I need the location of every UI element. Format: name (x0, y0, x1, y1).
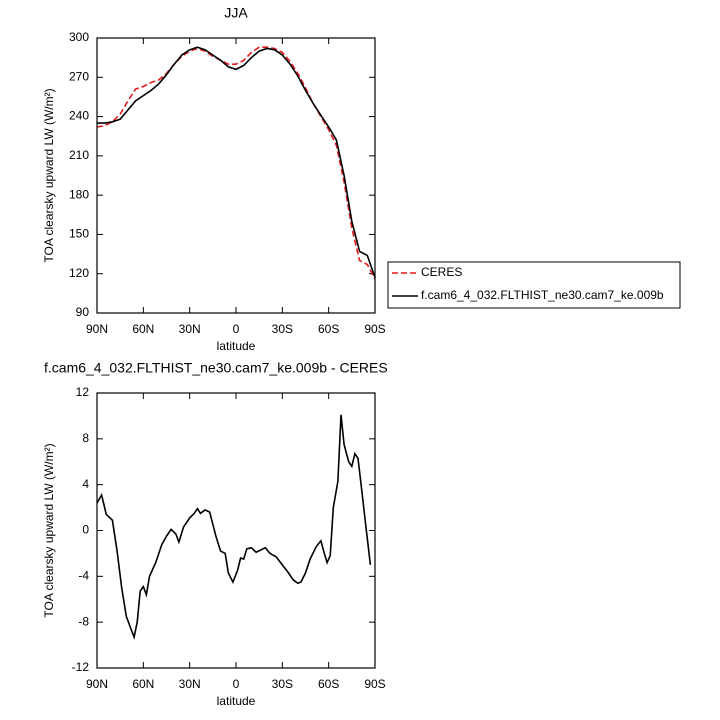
x-tick-label: 90S (364, 322, 385, 336)
x-axis-label: latitude (217, 694, 256, 708)
x-tick-label: 90S (364, 677, 385, 691)
data-line (97, 46, 376, 278)
y-tick-label: -4 (78, 569, 89, 583)
legend-label: f.cam6_4_032.FLTHIST_ne30.cam7_ke.009b (421, 288, 664, 302)
plot-frame (96, 37, 376, 314)
x-axis-label: latitude (217, 339, 256, 353)
chart-title: JJA (224, 5, 248, 21)
x-tick-label: 30N (179, 322, 201, 336)
y-tick-label: -8 (78, 614, 89, 628)
x-tick-label: 60N (132, 322, 154, 336)
legend-label: CERES (421, 265, 462, 279)
data-line (96, 46, 376, 280)
x-tick-label: 30S (272, 677, 293, 691)
y-tick-label: 12 (76, 385, 90, 399)
y-tick-label: 120 (69, 266, 89, 280)
y-axis-label: TOA clearsky upward LW (W/m²) (42, 88, 56, 262)
x-tick-label: 90N (86, 677, 108, 691)
y-tick-label: 300 (69, 30, 89, 44)
legend-box (387, 261, 681, 309)
chart-title: f.cam6_4_032.FLTHIST_ne30.cam7_ke.009b -… (44, 360, 388, 376)
x-tick-label: 30N (179, 677, 201, 691)
x-tick-label: 0 (233, 322, 240, 336)
y-tick-label: 270 (69, 69, 89, 83)
y-axis-label: TOA clearsky upward LW (W/m²) (42, 443, 56, 617)
x-tick-label: 60N (132, 677, 154, 691)
data-line (96, 414, 372, 640)
y-tick-label: 0 (82, 523, 89, 537)
y-tick-label: 8 (82, 431, 89, 445)
y-tick-label: -12 (72, 660, 90, 674)
x-tick-label: 30S (272, 322, 293, 336)
x-tick-label: 90N (86, 322, 108, 336)
y-tick-label: 90 (76, 305, 90, 319)
y-tick-label: 210 (69, 148, 89, 162)
plot-frame (96, 392, 376, 669)
y-tick-label: 150 (69, 227, 89, 241)
x-tick-label: 0 (233, 677, 240, 691)
x-tick-label: 60S (318, 322, 339, 336)
y-tick-label: 4 (82, 477, 89, 491)
y-tick-label: 180 (69, 187, 89, 201)
y-tick-label: 240 (69, 109, 89, 123)
x-tick-label: 60S (318, 677, 339, 691)
